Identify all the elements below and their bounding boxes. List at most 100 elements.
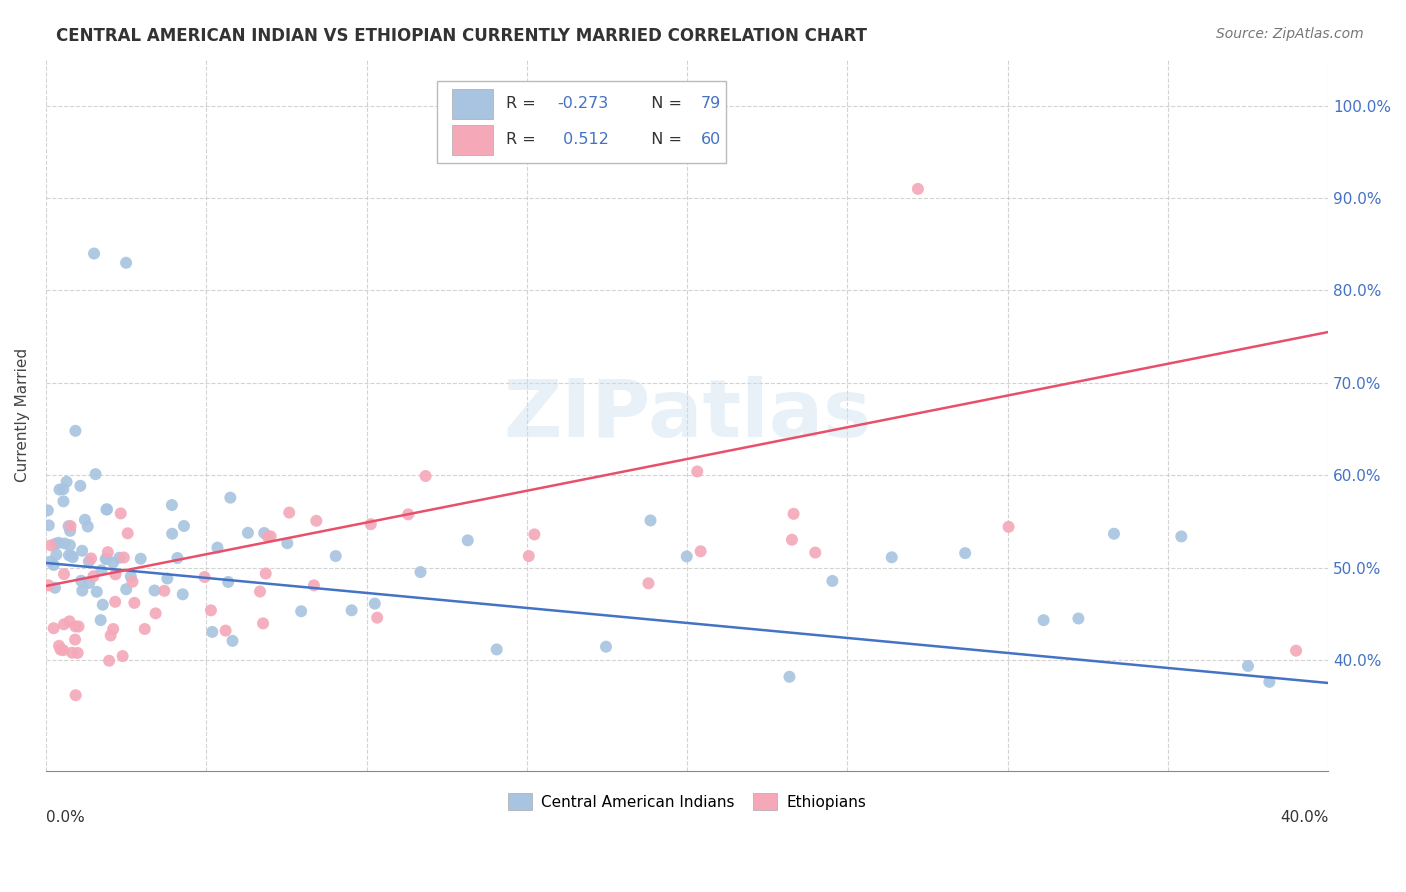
Point [129, 551, 152, 566]
Point [409, 565, 432, 579]
Point [1032, 613, 1054, 627]
Point [79, 576, 101, 591]
Point [217, 574, 239, 589]
Point [276, 536, 298, 550]
Text: -0.273: -0.273 [558, 96, 609, 112]
Point [201, 624, 224, 639]
Point [90, 563, 112, 577]
Point [1067, 611, 1090, 625]
Text: ZIPatlas: ZIPatlas [503, 376, 872, 454]
Point [45, 548, 67, 562]
Point [1102, 526, 1125, 541]
Point [325, 549, 347, 563]
Point [98, 654, 121, 668]
Point [143, 583, 166, 598]
Point [907, 182, 929, 196]
Point [173, 519, 195, 533]
Point [120, 569, 142, 583]
Point [236, 525, 259, 540]
Point [53, 567, 76, 582]
Point [48, 483, 70, 497]
Point [172, 587, 194, 601]
Text: R =: R = [506, 132, 541, 147]
Point [103, 622, 125, 636]
Point [70, 543, 93, 558]
Point [104, 595, 127, 609]
Legend: Central American Indians, Ethiopians: Central American Indians, Ethiopians [502, 787, 873, 816]
Point [780, 533, 803, 547]
Point [91, 598, 114, 612]
Point [94, 552, 117, 566]
Point [166, 551, 188, 566]
Point [340, 603, 363, 617]
Point [523, 527, 546, 541]
Point [1258, 674, 1281, 689]
Point [111, 649, 134, 664]
Point [156, 572, 179, 586]
Point [52, 617, 75, 632]
Point [160, 526, 183, 541]
Point [65, 688, 87, 702]
Point [48, 536, 70, 550]
Point [880, 550, 903, 565]
Point [253, 526, 276, 541]
Point [60, 549, 83, 563]
Text: 79: 79 [702, 96, 721, 112]
Point [63, 632, 86, 647]
FancyBboxPatch shape [437, 81, 725, 162]
Point [686, 465, 709, 479]
Point [96, 552, 118, 566]
Point [86, 584, 108, 599]
Point [90, 613, 112, 627]
Point [58, 519, 80, 533]
Point [1237, 659, 1260, 673]
Point [145, 607, 167, 621]
Point [290, 604, 312, 618]
Y-axis label: Currently Married: Currently Married [15, 348, 30, 483]
Text: CENTRAL AMERICAN INDIAN VS ETHIOPIAN CURRENTLY MARRIED CORRELATION CHART: CENTRAL AMERICAN INDIAN VS ETHIOPIAN CUR… [56, 27, 868, 45]
FancyBboxPatch shape [453, 125, 494, 154]
Point [689, 544, 711, 558]
Text: N =: N = [641, 132, 688, 147]
Point [49, 642, 72, 657]
Point [595, 640, 617, 654]
Point [214, 624, 236, 638]
Point [83, 246, 105, 260]
Text: 0.0%: 0.0% [46, 810, 84, 825]
Point [66, 646, 89, 660]
Point [778, 670, 800, 684]
Text: N =: N = [641, 96, 688, 112]
Point [640, 513, 662, 527]
Point [396, 508, 419, 522]
Point [121, 574, 143, 589]
Point [80, 551, 103, 566]
Text: R =: R = [506, 96, 541, 112]
Point [804, 545, 827, 559]
Point [42, 558, 65, 572]
Point [108, 550, 131, 565]
Point [52, 494, 75, 508]
Point [360, 517, 382, 532]
Point [39, 555, 62, 569]
Point [52, 643, 75, 657]
Point [58, 615, 80, 629]
Point [58, 548, 80, 562]
Point [254, 566, 277, 581]
Text: 0.512: 0.512 [558, 132, 609, 147]
Point [221, 633, 243, 648]
Point [65, 424, 87, 438]
Point [249, 584, 271, 599]
Point [160, 498, 183, 512]
Point [207, 541, 229, 555]
Point [38, 518, 60, 533]
Point [134, 622, 156, 636]
Point [44, 537, 66, 551]
Point [62, 550, 84, 565]
Point [112, 550, 135, 565]
Point [200, 603, 222, 617]
Point [104, 567, 127, 582]
Point [82, 569, 104, 583]
Point [96, 502, 118, 516]
Point [252, 616, 274, 631]
Point [38, 578, 60, 592]
